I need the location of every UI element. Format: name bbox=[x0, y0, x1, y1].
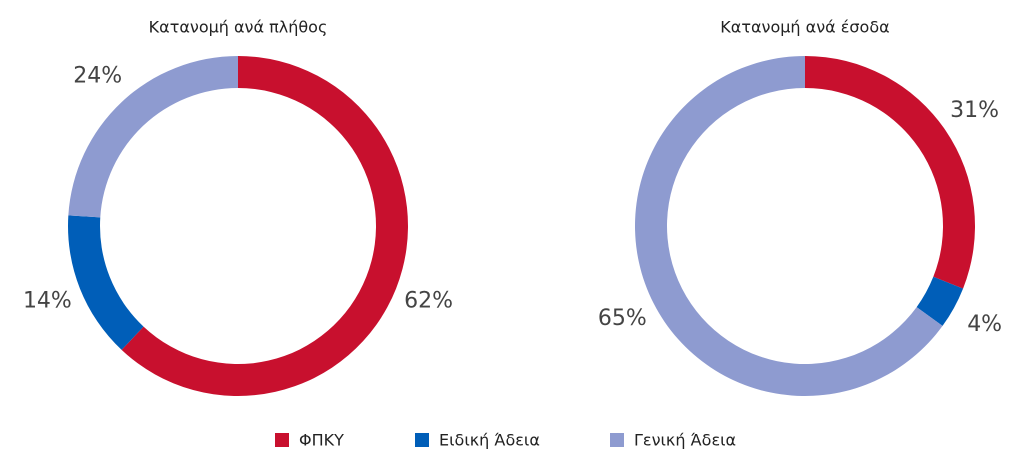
legend-swatch bbox=[275, 433, 289, 447]
donut-slice bbox=[916, 276, 964, 326]
legend-swatch bbox=[610, 433, 624, 447]
legend-label: Ειδική Άδεια bbox=[439, 431, 540, 450]
donut-slice bbox=[121, 56, 409, 396]
donut-slice bbox=[68, 56, 239, 218]
legend-label: ΦΠΚΥ bbox=[299, 431, 344, 450]
legend-label: Γενική Άδεια bbox=[634, 431, 736, 450]
donut-slice bbox=[805, 56, 975, 289]
value-label: 24% bbox=[73, 64, 122, 89]
legend-swatch bbox=[415, 433, 429, 447]
value-label: 4% bbox=[967, 312, 1002, 337]
value-label: 31% bbox=[950, 98, 999, 123]
chart-title: Κατανομή ανά πλήθος bbox=[149, 18, 328, 37]
chart-title: Κατανομή ανά έσοδα bbox=[720, 18, 889, 37]
value-label: 14% bbox=[23, 288, 72, 313]
value-label: 62% bbox=[404, 288, 453, 313]
value-label: 65% bbox=[598, 306, 647, 331]
donut-slice bbox=[67, 215, 144, 350]
